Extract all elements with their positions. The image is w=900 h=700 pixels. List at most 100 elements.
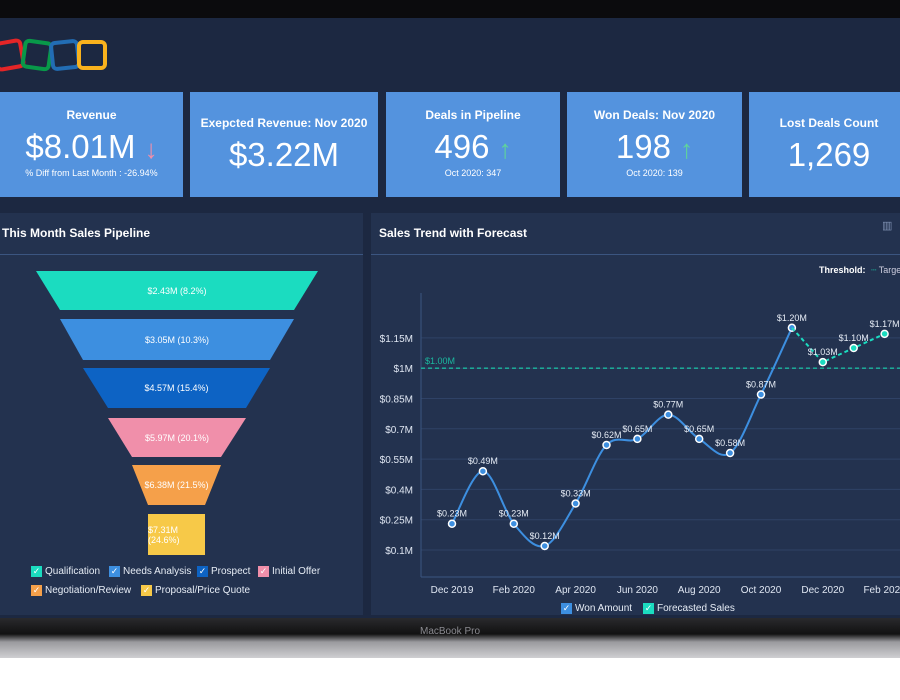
x-tick-label: Dec 2019	[431, 585, 474, 596]
kpi-sub: Oct 2020: 139	[626, 168, 683, 178]
x-tick-label: Apr 2020	[555, 585, 596, 596]
kpi-title: Lost Deals Count	[779, 116, 879, 130]
stage-label: $2.43M (8.2%)	[147, 285, 207, 296]
stage-label: $3.05M (10.3%)	[144, 334, 210, 345]
kpi-value: $8.01M	[25, 128, 136, 165]
kpi-sub: Oct 2020: 347	[444, 168, 502, 178]
panel-title: Sales Trend with Forecast	[371, 213, 900, 255]
checkbox-icon: ✓	[109, 566, 120, 577]
x-tick-label: Jun 2020	[617, 585, 659, 596]
checkbox-icon: ✓	[197, 566, 208, 577]
series-line-won	[451, 327, 793, 548]
data-label: $0.23M	[437, 509, 467, 519]
data-point	[447, 519, 457, 528]
checkbox-icon: ✓	[561, 603, 572, 614]
data-label: $0.58M	[715, 438, 745, 448]
data-point	[818, 357, 828, 367]
data-point	[633, 434, 642, 444]
kpi-value: 1,269	[787, 136, 871, 173]
kpi-won-deals[interactable]: Won Deals: Nov 2020 198 ↑ Oct 2020: 139	[567, 92, 742, 197]
y-tick-label: $0.7M	[385, 425, 413, 436]
checkbox-icon: ✓	[141, 585, 152, 596]
device-label: MacBook Pro	[419, 626, 481, 637]
data-label: $0.49M	[468, 456, 498, 466]
legend-needs-analysis[interactable]: ✓ Needs Analysis	[109, 566, 192, 577]
data-label: $1.03M	[808, 347, 838, 357]
data-label: $1.17M	[870, 319, 900, 329]
funnel-stage[interactable]: $6.38M (21.5%)	[132, 465, 221, 505]
data-point	[664, 410, 673, 419]
kpi-title: Deals in Pipeline	[425, 108, 521, 122]
kpi-lost-deals[interactable]: Lost Deals Count 1,269	[749, 92, 900, 197]
kpi-value: 198	[615, 128, 671, 165]
y-tick-label: $0.4M	[385, 485, 413, 496]
y-tick-label: $1M	[394, 364, 413, 375]
kpi-title: Won Deals: Nov 2020	[593, 108, 716, 122]
y-tick-label: $1.15M	[380, 334, 413, 345]
data-label: $0.87M	[746, 379, 776, 389]
data-point	[725, 448, 735, 458]
kpi-sub: % Diff from Last Month : -26.94%	[25, 168, 158, 178]
data-label: $0.12M	[530, 531, 560, 541]
panel-title: This Month Sales Pipeline	[0, 213, 363, 255]
arrow-up-icon: ↑	[680, 134, 694, 164]
funnel-stage[interactable]: $3.05M (10.3%)	[60, 319, 294, 360]
kpi-expected-revenue[interactable]: Exepcted Revenue: Nov 2020 $3.22M	[190, 92, 378, 197]
data-label: $0.65M	[684, 424, 714, 434]
funnel-stage[interactable]: $4.57M (15.4%)	[83, 368, 270, 408]
data-point	[540, 541, 549, 551]
pipeline-panel: This Month Sales Pipeline $2.43M (8.2%) $…	[0, 213, 363, 615]
series-line-forecast	[791, 327, 886, 364]
stage-label: $7.31M (24.6%)	[148, 524, 180, 545]
chart-type-icon[interactable]: ▥	[882, 220, 893, 232]
threshold-label: Threshold:	[819, 265, 866, 275]
kpi-revenue[interactable]: Revenue $8.01M ↓ % Diff from Last Month …	[0, 92, 183, 197]
dashboard-screen: Revenue $8.01M ↓ % Diff from Last Month …	[0, 18, 900, 618]
sales-trend-chart: $0.1M $0.25M $0.4M $0.55M $0.7M $0.85M $1M $1.1…	[380, 293, 900, 596]
data-label: $0.65M	[622, 424, 652, 434]
x-tick-label: Feb 2020	[493, 585, 536, 596]
trend-panel: Sales Trend with Forecast ▥ Threshold: ┄…	[371, 213, 900, 615]
data-point	[880, 329, 889, 339]
legend-prospect[interactable]: ✓ Prospect	[197, 566, 251, 577]
checkbox-icon: ✓	[643, 603, 654, 614]
x-tick-label: Oct 2020	[741, 585, 782, 596]
threshold-legend: ┄ Target	[871, 265, 900, 275]
data-label: $0.23M	[499, 509, 529, 519]
funnel-stage[interactable]: $5.97M (20.1%)	[108, 418, 246, 457]
y-tick-label: $0.55M	[380, 455, 413, 466]
data-point	[478, 466, 488, 476]
stage-label: $4.57M (15.4%)	[144, 383, 209, 393]
data-label: $0.33M	[561, 489, 591, 499]
kpi-title: Exepcted Revenue: Nov 2020	[200, 116, 368, 130]
legend-qualification[interactable]: ✓ Qualification	[31, 566, 101, 577]
funnel-stage[interactable]: $7.31M (24.6%)	[148, 514, 205, 555]
data-point	[756, 390, 766, 399]
legend-proposal-price-quote[interactable]: ✓ Proposal/Price Quote	[141, 585, 251, 596]
x-tick-label: Dec 2020	[801, 585, 844, 596]
checkbox-icon: ✓	[258, 566, 269, 577]
y-tick-label: $0.1M	[385, 546, 413, 557]
funnel-stage[interactable]: $2.43M (8.2%)	[36, 271, 318, 310]
data-label: $0.77M	[653, 400, 683, 410]
stage-label: $5.97M (20.1%)	[144, 432, 210, 443]
y-tick-label: $0.85M	[380, 395, 413, 406]
legend-forecasted-sales[interactable]: ✓ Forecasted Sales	[643, 603, 735, 614]
kpi-value: $3.22M	[228, 136, 340, 173]
kpi-value: 496	[434, 128, 490, 165]
legend-won-amount[interactable]: ✓ Won Amount	[561, 603, 633, 614]
data-point	[849, 343, 858, 353]
data-label: $1.10M	[839, 333, 869, 343]
kpi-deals-pipeline[interactable]: Deals in Pipeline 496 ↑ Oct 2020: 347	[386, 92, 560, 197]
data-label: $0.62M	[591, 430, 621, 440]
y-tick-label: $0.25M	[380, 516, 413, 527]
arrow-up-icon: ↑	[498, 134, 512, 164]
stage-label: $6.38M (21.5%)	[144, 480, 209, 490]
data-point	[602, 440, 611, 450]
legend-negotiation-review[interactable]: ✓ Negotiation/Review	[31, 585, 132, 596]
legend-initial-offer[interactable]: ✓ Initial Offer	[258, 566, 321, 577]
data-point	[509, 519, 519, 528]
checkbox-icon: ✓	[31, 585, 42, 596]
threshold-value-label: $1.00M	[425, 356, 455, 366]
data-point	[571, 499, 580, 508]
